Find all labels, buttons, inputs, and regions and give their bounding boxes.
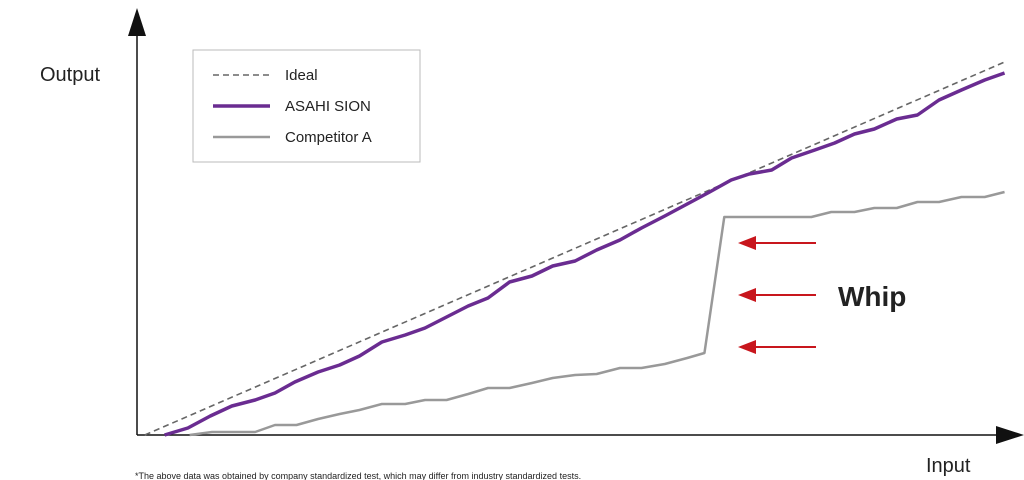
y-axis-arrow xyxy=(128,8,146,36)
series-line xyxy=(144,61,1005,436)
series-line xyxy=(189,190,1005,437)
legend-label: Ideal xyxy=(285,67,318,84)
legend-label: ASAHI SION xyxy=(285,98,371,115)
x-axis-arrow xyxy=(996,426,1024,444)
y-axis-label: Output xyxy=(40,64,100,86)
legend-label: Competitor A xyxy=(285,129,372,146)
footnote: *The above data was obtained by company … xyxy=(135,471,581,480)
x-axis-label: Input xyxy=(926,455,971,477)
whip-arrows xyxy=(738,236,816,354)
series-line xyxy=(164,71,1006,437)
annotation: Whip xyxy=(838,281,906,312)
